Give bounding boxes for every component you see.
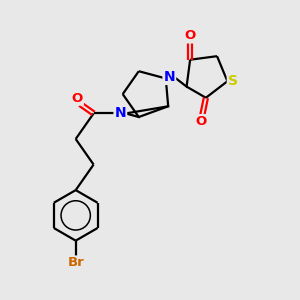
Text: O: O: [195, 115, 206, 128]
Text: S: S: [228, 74, 238, 88]
Text: N: N: [164, 70, 175, 84]
Text: O: O: [184, 29, 196, 42]
Text: O: O: [72, 92, 83, 105]
Text: N: N: [115, 106, 126, 120]
Text: Br: Br: [67, 256, 84, 269]
